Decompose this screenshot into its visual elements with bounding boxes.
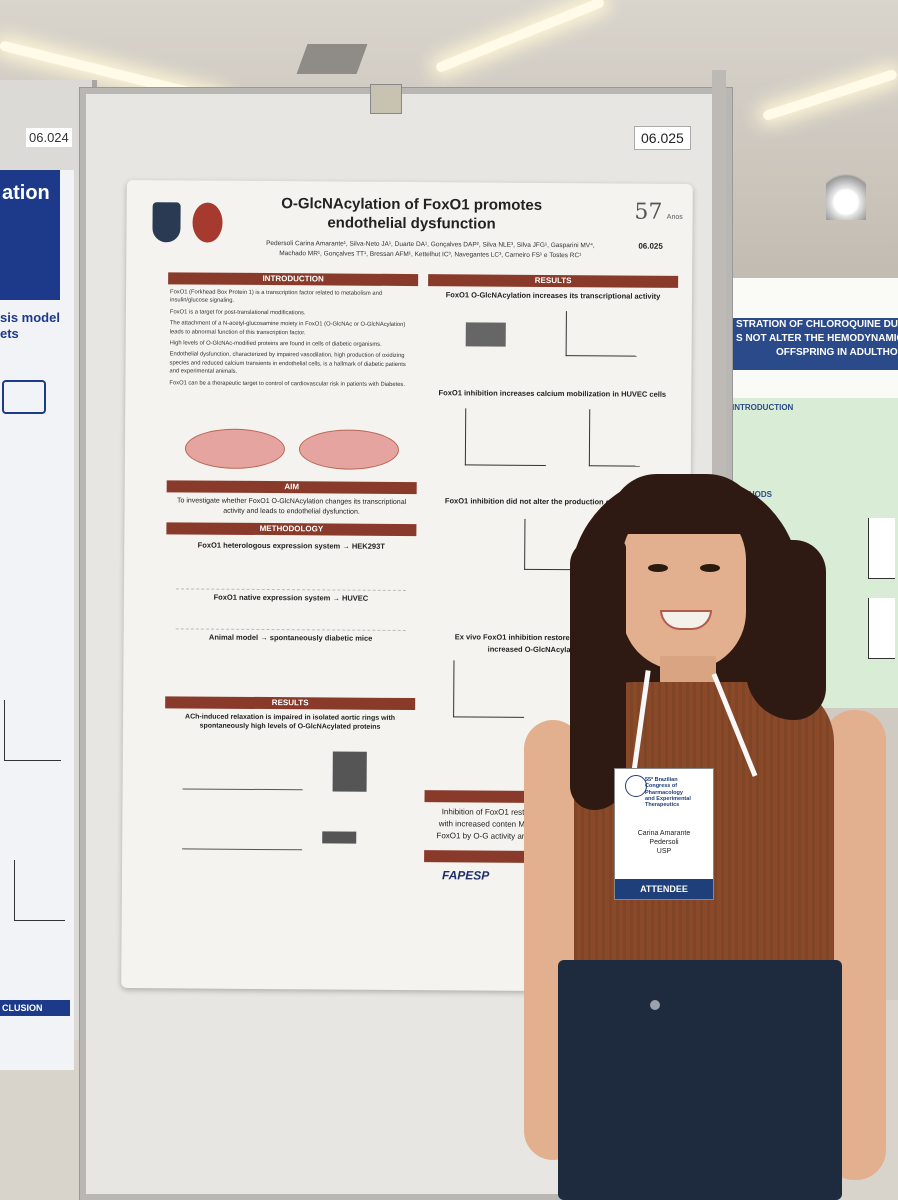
- section-results-left: RESULTS: [165, 696, 416, 711]
- western-blot-d: [322, 831, 357, 844]
- cell-illustration-2: [298, 429, 400, 470]
- jeans-button: [650, 1000, 660, 1010]
- badge-name-line2: Pedersoli: [649, 839, 679, 847]
- left-poster-title: ation: [2, 182, 50, 204]
- method-item-2: FoxO1 native expression system → HUVEC: [213, 592, 369, 603]
- section-aim: AIM: [166, 480, 417, 495]
- poster-clip: [370, 84, 402, 114]
- board-number: 06.025: [634, 126, 691, 150]
- badge-event-line5: Therapeutics: [645, 802, 680, 809]
- section-results-right: RESULTS: [428, 274, 679, 288]
- badge-event: 55º Brazilian Congress of Pharmacology a…: [645, 777, 711, 809]
- intro-p3: The attachment of a N-acetyl-glucosamine…: [169, 320, 406, 336]
- intro-p6: FoxO1 can be a therapeutic target to con…: [169, 379, 405, 388]
- right-poster-title-line3: OFFSPRING IN ADULTHO: [776, 347, 898, 358]
- left-board-number: 06.024: [26, 128, 72, 147]
- intro-p4: High levels of O-GlcNAc-modified protein…: [169, 340, 382, 348]
- method-item-1: FoxO1 heterologous expression system → H…: [197, 540, 385, 551]
- poster-title-line2: endothelial dysfunction: [327, 214, 496, 233]
- hair-front-left: [570, 540, 626, 810]
- results-right-sub-2: FoxO1 inhibition increases calcium mobil…: [438, 388, 667, 399]
- western-blot-c: [332, 751, 367, 792]
- section-methodology: METHODOLOGY: [166, 522, 417, 537]
- poster-title-line1: O-GlcNAcylation of FoxO1 promotes: [281, 195, 543, 214]
- right-poster-section1: INTRODUCTION: [732, 403, 794, 412]
- figure3-bars: [588, 409, 641, 467]
- anniversary-logo: 57 Anos: [633, 200, 685, 225]
- badge-event-line3: Pharmacology: [645, 789, 683, 796]
- left-poster-conclusion: CLUSION: [0, 1000, 70, 1016]
- tracing-figure-a: [182, 738, 303, 791]
- hair-front-right: [746, 540, 826, 720]
- badge-logo: [625, 775, 647, 797]
- anniversary-label: Anos: [666, 213, 683, 221]
- badge-role: ATTENDEE: [615, 879, 713, 899]
- badge-event-line4: and Experimental: [645, 795, 691, 802]
- logo-right: [192, 202, 223, 243]
- intro-p5: Endothelial dysfunction, characterized b…: [169, 351, 406, 375]
- method-item-3: Animal model → spontaneously diabetic mi…: [208, 632, 373, 643]
- intro-illustration: [175, 420, 415, 476]
- method-diagram-3: [175, 646, 405, 692]
- results-right-sub-1: FoxO1 O-GlcNAcylation increases its tran…: [445, 290, 661, 301]
- hair-fringe: [610, 474, 760, 534]
- cell-illustration-1: [184, 428, 286, 470]
- figure2-blot: [465, 322, 506, 347]
- intro-p1: FoxO1 (Forkhead Box Protein 1) is a tran…: [169, 289, 383, 305]
- jeans: [558, 960, 842, 1200]
- figure2-bars: [565, 311, 637, 357]
- tracing-figure-b: [182, 798, 303, 851]
- right-poster-chart-2: [868, 598, 895, 659]
- poster-authors-line2: Machado MR¹, Gonçalves TT¹, Bressan AFM¹…: [279, 249, 582, 259]
- name-badge: 55º Brazilian Congress of Pharmacology a…: [614, 768, 714, 900]
- right-eye: [700, 564, 720, 572]
- poster-code: 06.025: [638, 241, 663, 251]
- badge-org: USP: [656, 848, 672, 856]
- badge-name-line1: Carina Amarante: [637, 830, 691, 837]
- poster-authors: Pedersoli Carina Amarante¹, Silva-Neto J…: [230, 239, 630, 261]
- method-diagram-1: [175, 554, 407, 591]
- spotlight: [826, 130, 866, 220]
- intro-text: FoxO1 (Forkhead Box Protein 1) is a tran…: [169, 288, 416, 389]
- method-diagram-2: [175, 606, 406, 631]
- funder-logo: FAPESP: [441, 868, 490, 883]
- badge-event-line2: Congress of: [645, 783, 678, 790]
- left-poster-chart: [4, 700, 61, 761]
- results-left-subtitle: ACh-induced relaxation is impaired in is…: [185, 713, 396, 731]
- left-poster-title-block: ation: [0, 170, 60, 300]
- badge-event-line1: 55º Brazilian: [645, 777, 678, 783]
- section-introduction: INTRODUCTION: [168, 272, 419, 287]
- intro-p2: FoxO1 is a target for post-translational…: [169, 309, 306, 317]
- ceiling-vent: [296, 44, 368, 74]
- left-poster: ation sis model ets CLUSION: [0, 170, 74, 1070]
- logo-left: [152, 202, 181, 243]
- poster-title: O-GlcNAcylation of FoxO1 promotes endoth…: [246, 195, 576, 235]
- right-poster-chart: [868, 518, 895, 579]
- person: 55º Brazilian Congress of Pharmacology a…: [510, 460, 898, 1200]
- right-poster-title-line2: S NOT ALTER THE HEMODYNAMIC: [736, 333, 898, 344]
- left-poster-section: sis model ets: [0, 310, 60, 341]
- right-poster-section2: THODS: [744, 490, 772, 499]
- right-poster-title-line1: STRATION OF CHLOROQUINE DU: [736, 319, 898, 330]
- left-poster-chart-2: [14, 860, 65, 921]
- left-eye: [648, 564, 668, 572]
- right-poster-title: STRATION OF CHLOROQUINE DU S NOT ALTER T…: [730, 318, 898, 370]
- left-poster-icons: [2, 380, 46, 414]
- badge-name: Carina Amarante Pedersoli USP: [619, 829, 709, 856]
- anniversary-number: 57: [634, 199, 663, 225]
- figure3-trace: [464, 408, 547, 466]
- aim-text: To investigate whether FoxO1 O-GlcNAcyla…: [176, 497, 407, 516]
